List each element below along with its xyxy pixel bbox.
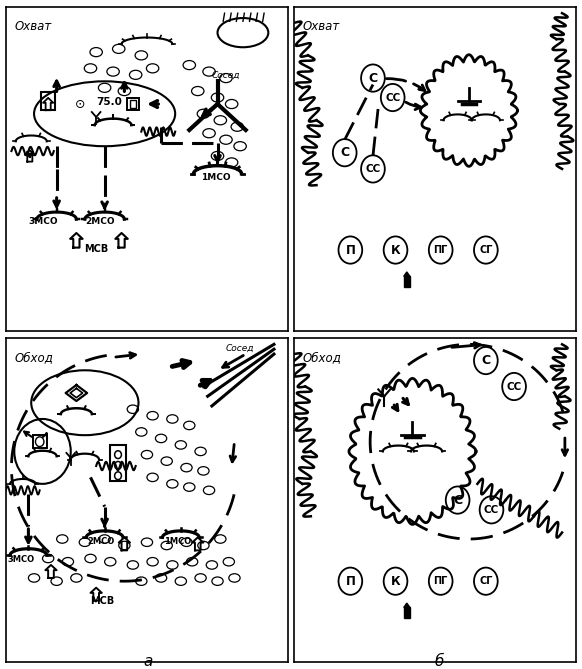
Text: Обход: Обход — [303, 351, 341, 364]
Bar — [41, 92, 55, 110]
Text: ПГ: ПГ — [434, 245, 448, 255]
Polygon shape — [404, 603, 410, 607]
Text: Обход: Обход — [15, 351, 53, 364]
Text: 2МСО: 2МСО — [85, 217, 115, 226]
Text: СГ: СГ — [479, 245, 492, 255]
Text: ПГ: ПГ — [434, 576, 448, 586]
Text: Охват: Охват — [303, 19, 340, 33]
Text: К: К — [391, 244, 400, 256]
Text: С: С — [340, 147, 349, 159]
Text: Сосед: Сосед — [212, 71, 240, 80]
Text: СС: СС — [385, 92, 400, 102]
Text: б: б — [435, 654, 444, 668]
Bar — [404, 276, 410, 286]
Text: 2МСО: 2МСО — [88, 537, 115, 546]
Text: Охват: Охват — [15, 19, 52, 33]
Bar — [33, 435, 47, 448]
Text: 3МСО: 3МСО — [29, 217, 58, 226]
Text: С: С — [481, 354, 491, 367]
Text: 1МСО: 1МСО — [201, 173, 230, 182]
Text: МСВ: МСВ — [90, 596, 114, 606]
Polygon shape — [404, 272, 410, 276]
Text: П: П — [346, 244, 355, 256]
Text: СС: СС — [506, 381, 521, 391]
Text: МСВ: МСВ — [84, 244, 108, 254]
Text: а: а — [144, 654, 153, 668]
Bar — [127, 98, 139, 110]
Text: С: С — [453, 494, 462, 506]
Text: СС: СС — [484, 505, 499, 515]
Text: К: К — [391, 575, 400, 587]
Text: СГ: СГ — [479, 576, 492, 586]
Bar — [110, 445, 126, 480]
Bar — [130, 100, 136, 108]
Text: П: П — [346, 575, 355, 587]
Text: Сосед: Сосед — [226, 344, 254, 353]
Text: 3МСО: 3МСО — [7, 555, 34, 564]
Text: СС: СС — [365, 164, 381, 174]
Text: 1МСО: 1МСО — [164, 537, 191, 546]
Text: 75.0: 75.0 — [96, 98, 122, 108]
Text: С: С — [368, 72, 378, 84]
Text: ⊙: ⊙ — [76, 98, 86, 110]
Bar — [404, 607, 410, 617]
